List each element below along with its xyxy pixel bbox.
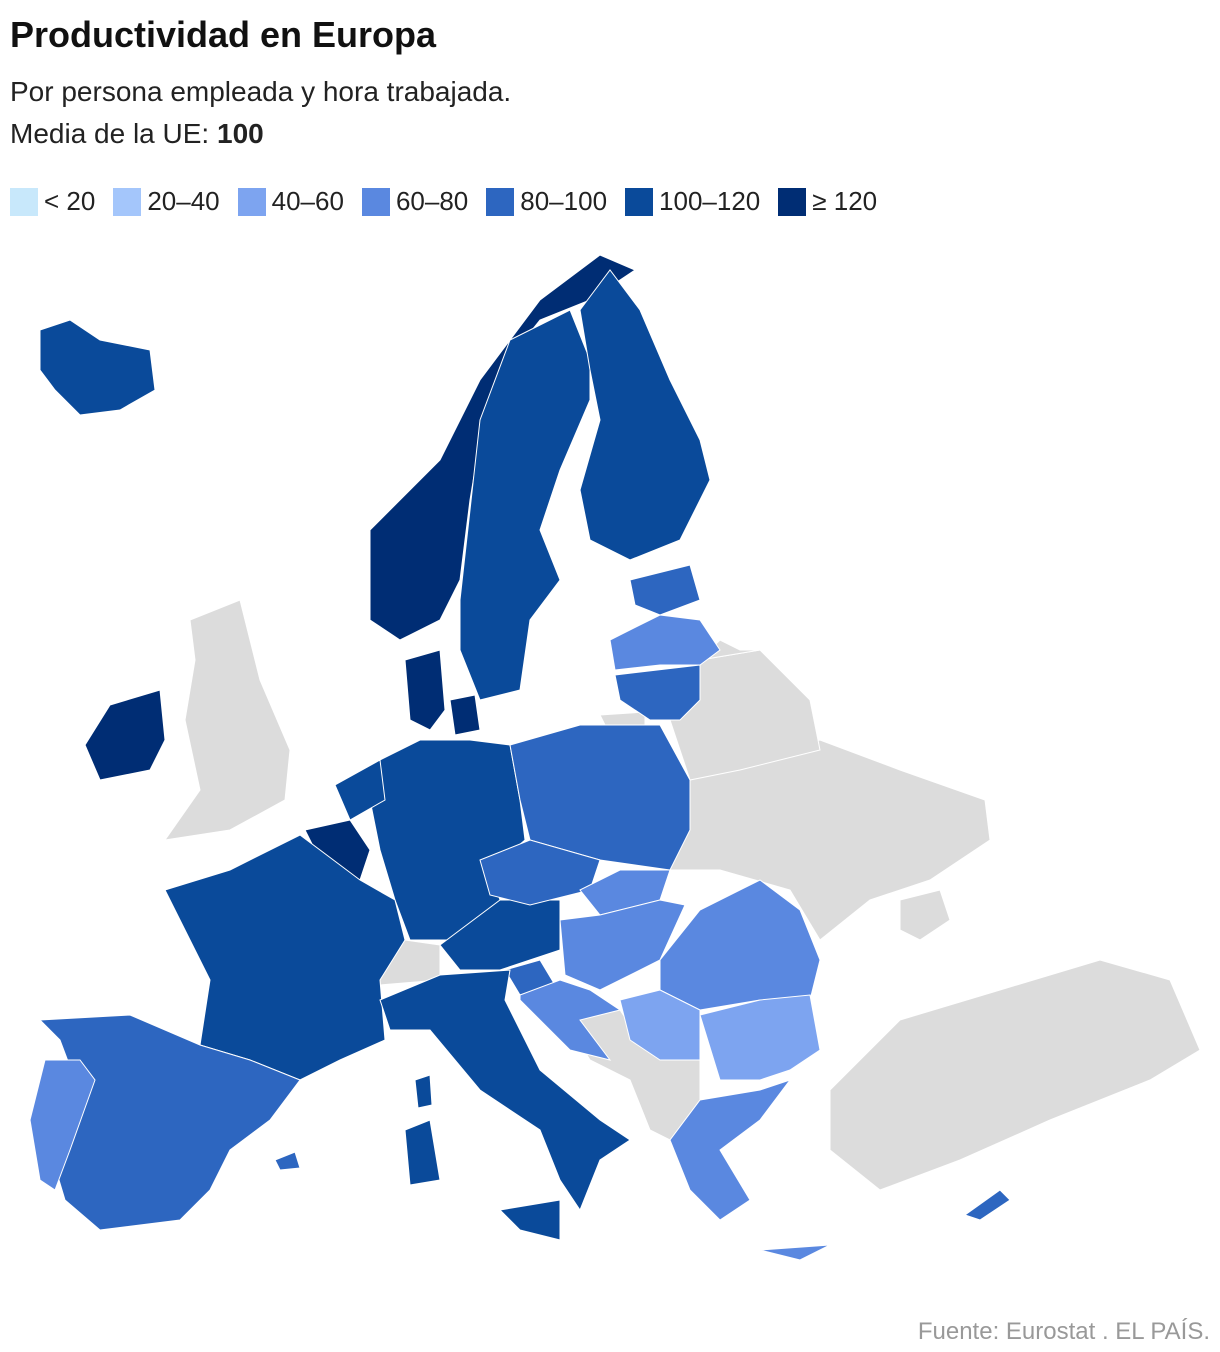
- legend-swatch: [778, 187, 807, 216]
- mean-value: 100: [217, 118, 264, 149]
- region: [629, 564, 701, 616]
- region: [404, 649, 446, 731]
- legend-item: 40–60: [237, 186, 344, 217]
- region: [404, 1119, 441, 1186]
- region: [29, 1059, 96, 1191]
- region: [609, 614, 721, 671]
- region: [669, 1079, 792, 1221]
- region: [899, 889, 951, 941]
- mean-line: Media de la UE: 100: [10, 118, 264, 150]
- region: [579, 869, 671, 916]
- region: [163, 599, 291, 841]
- legend-swatch: [10, 187, 38, 216]
- legend-label: ≥ 120: [812, 186, 878, 216]
- region: [498, 1199, 561, 1241]
- legend-label: < 20: [44, 186, 96, 216]
- region: [274, 1151, 301, 1171]
- legend-swatch: [361, 187, 390, 216]
- region: [559, 899, 686, 991]
- subtitle: Por persona empleada y hora trabajada.: [10, 76, 512, 107]
- region: [829, 959, 1201, 1191]
- region: [699, 994, 821, 1081]
- region: [579, 269, 711, 561]
- legend-item: 20–40: [113, 186, 220, 217]
- legend-item: < 20: [10, 186, 95, 217]
- region: [439, 899, 561, 971]
- region: [369, 254, 637, 641]
- region: [759, 1244, 831, 1261]
- region: [379, 969, 631, 1212]
- mean-label: Media de la UE:: [10, 118, 210, 149]
- legend-label: 100–120: [659, 186, 761, 216]
- region: [449, 694, 481, 736]
- title: Productividad en Europa: [10, 14, 437, 55]
- region: [459, 309, 591, 701]
- countries: [29, 254, 1201, 1261]
- legend-swatch: [625, 187, 654, 216]
- legend-label: 40–60: [271, 186, 344, 216]
- region: [614, 664, 701, 721]
- region: [39, 319, 156, 416]
- legend-item: 100–120: [625, 186, 760, 217]
- region: [509, 724, 691, 871]
- region: [414, 1074, 433, 1109]
- legend-label: 80–100: [520, 186, 608, 216]
- region: [963, 1189, 1011, 1221]
- region: [519, 979, 622, 1061]
- region: [84, 689, 166, 781]
- legend-item: 80–100: [486, 186, 607, 217]
- legend-swatch: [486, 187, 515, 216]
- region: [619, 989, 701, 1061]
- legend-item: ≥ 120: [778, 186, 877, 217]
- region: [164, 834, 406, 1081]
- legend-label: 20–40: [147, 186, 220, 216]
- legend-item: 60–80: [361, 186, 469, 217]
- legend-swatch: [237, 187, 266, 216]
- legend: < 20 20–40 40–60 60–80 80–100 100–120 ≥ 120: [10, 186, 877, 217]
- region: [334, 759, 386, 821]
- region: [599, 711, 646, 726]
- legend-label: 60–80: [395, 186, 469, 216]
- legend-swatch: [113, 187, 142, 216]
- source: Fuente: Eurostat . EL PAÍS.: [917, 1318, 1210, 1345]
